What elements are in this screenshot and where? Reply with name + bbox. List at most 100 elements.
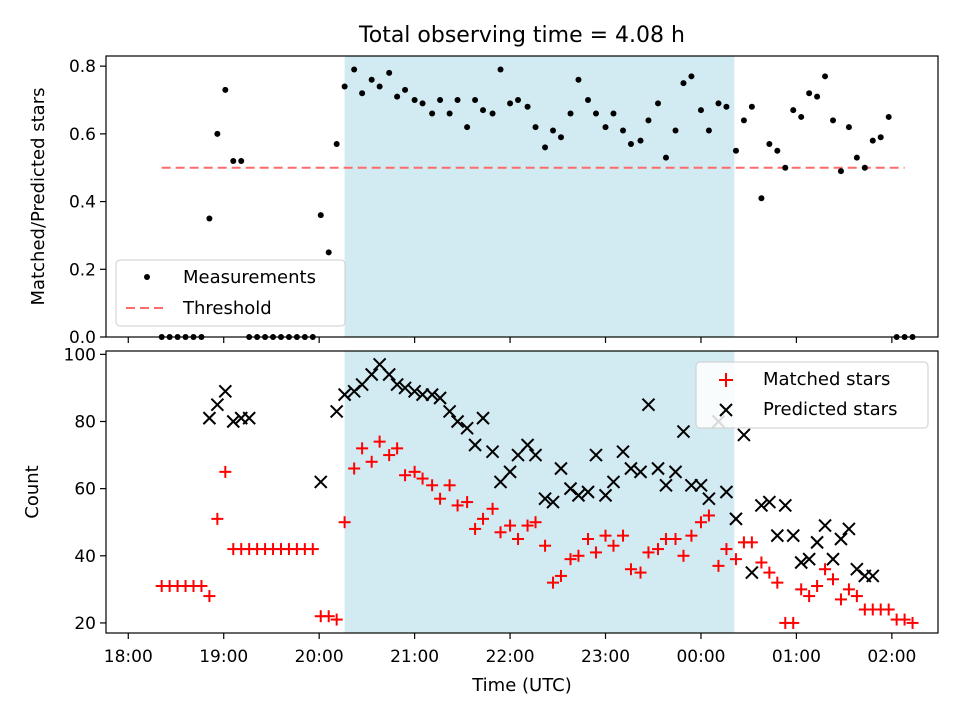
predicted-star-point (581, 485, 595, 499)
measurement-point (214, 130, 221, 137)
predicted-star-point (866, 569, 880, 583)
predicted-star-point (460, 421, 474, 435)
predicted-star-point (329, 404, 344, 419)
matched-star-point (461, 496, 474, 509)
predicted-star-point (398, 381, 412, 395)
measurement-point (446, 110, 453, 117)
measurement-point (222, 86, 229, 93)
matched-star-point (219, 465, 232, 478)
matched-star-point (745, 536, 758, 549)
predicted-star-point (762, 495, 777, 509)
matched-star-point (898, 613, 911, 626)
predicted-star-point (641, 398, 656, 412)
predicted-star-point (778, 498, 792, 513)
measurement-point (464, 124, 471, 131)
measurement-point (645, 117, 652, 124)
predicted-star-point (818, 518, 832, 533)
matched-star-point (554, 569, 567, 582)
matched-star-point (702, 509, 715, 522)
measurement-point (814, 93, 821, 100)
measurement-point (620, 127, 627, 134)
x-tick-label: 00:00 (676, 647, 725, 667)
measurement-point (515, 97, 522, 104)
measurement-point (672, 127, 679, 134)
predicted-star-point (242, 411, 256, 425)
measurement-point (368, 76, 375, 83)
predicted-star-point (450, 414, 465, 429)
measurement-point (697, 107, 704, 114)
measurement-point (610, 110, 617, 117)
predicted-star-point (729, 512, 743, 526)
measurement-point (806, 90, 813, 97)
measurement-point (437, 97, 444, 104)
top-y-tick-label: 0.2 (69, 260, 96, 280)
predicted-star-point (415, 387, 430, 402)
top-y-tick-label: 0.0 (69, 328, 96, 348)
matched-star-point (827, 573, 840, 586)
measurement-point (480, 107, 487, 114)
measurement-point (429, 110, 436, 117)
matched-star-point (434, 492, 447, 505)
matched-star-point (451, 499, 464, 512)
measurement-point (822, 73, 829, 80)
top-y-tick-label: 0.4 (69, 193, 96, 213)
predicted-star-point (770, 528, 785, 543)
matched-star-point (599, 529, 612, 542)
predicted-star-point (485, 445, 500, 459)
predicted-star-point (786, 528, 800, 543)
matched-star-point (356, 442, 369, 455)
measurement-point (411, 97, 418, 104)
matched-star-point (322, 610, 335, 623)
bottom-y-tick-label: 100 (64, 345, 96, 365)
predicted-star-point (745, 565, 759, 580)
matched-star-point (564, 553, 577, 566)
top-legend: Measurements Threshold (115, 259, 346, 327)
matched-star-point (834, 593, 847, 606)
matched-star-point (582, 533, 595, 545)
matched-star-point (729, 553, 742, 566)
predicted-star-point (676, 424, 691, 439)
predicted-star-point (737, 428, 751, 442)
x-tick-label: 01:00 (772, 647, 821, 667)
matched-star-point (607, 539, 620, 552)
measurement-point (740, 117, 747, 124)
matched-star-point (408, 465, 421, 478)
measurement-point (798, 113, 805, 120)
measurement-point (877, 134, 884, 141)
matched-star-point (842, 583, 855, 596)
matched-star-point (819, 563, 832, 576)
measurement-point (351, 66, 358, 73)
measurement-point (723, 103, 730, 110)
predicted-star-point (826, 552, 840, 566)
measurement-point (715, 100, 722, 107)
measurement-point (376, 83, 383, 90)
matched-star-point (652, 543, 665, 556)
measurement-point (550, 127, 557, 134)
predicted-star-point (210, 398, 225, 412)
matched-star-point (811, 580, 824, 592)
x-tick-label: 23:00 (581, 647, 630, 667)
matched-star-point (469, 522, 482, 535)
matched-star-point (771, 576, 784, 589)
measurement-point (206, 215, 213, 222)
legend-predicted-label: Predicted stars (763, 399, 897, 420)
measurement-point (869, 137, 876, 144)
predicted-star-point (842, 522, 856, 536)
matched-star-point (477, 512, 490, 525)
predicted-star-point (425, 387, 439, 402)
measurement-point (497, 66, 504, 73)
predicted-star-point (554, 461, 568, 476)
measurement-point (766, 141, 773, 148)
predicted-star-point (546, 495, 560, 509)
matched-star-point (330, 613, 343, 626)
top-y-axis-label: Matched/Predicted stars (28, 88, 49, 306)
matched-star-point (486, 502, 499, 515)
predicted-star-point (433, 391, 447, 405)
predicted-star-point (337, 387, 352, 402)
predicted-star-point (754, 498, 769, 513)
matched-star-point (906, 616, 919, 629)
predicted-star-point (684, 478, 699, 492)
matched-star-point (642, 546, 655, 559)
x-tick-label: 02:00 (867, 647, 916, 667)
